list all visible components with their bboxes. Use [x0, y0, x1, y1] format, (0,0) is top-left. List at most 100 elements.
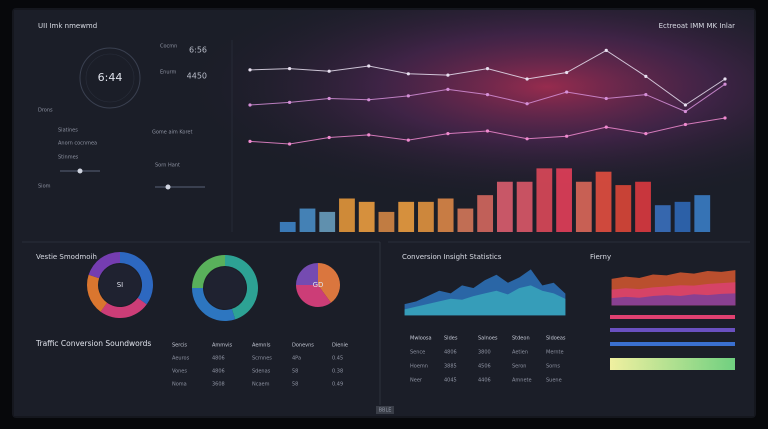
reading-label: Enurm [160, 70, 176, 76]
donut-hole [204, 267, 246, 309]
table-header: Dienie [332, 343, 348, 349]
sidebar-item[interactable]: Drons [38, 108, 53, 114]
point [367, 133, 371, 137]
band [610, 315, 735, 319]
bar [496, 181, 513, 232]
table-header: Sldes [444, 336, 458, 342]
table-cell: Ncaem [252, 382, 270, 388]
table-header: Sercis [172, 343, 187, 349]
pie-segment [87, 274, 108, 312]
table-cell: 4Pa [292, 356, 301, 362]
point [525, 77, 529, 81]
bar [457, 208, 474, 232]
point [406, 94, 410, 98]
clock-ring [85, 53, 135, 103]
bar [279, 221, 296, 232]
center-label: GD [313, 281, 324, 289]
sidebar-item[interactable]: Stinmes [58, 155, 79, 161]
point [604, 96, 608, 101]
header-title: Ectreoat IMM MK Inlar [659, 22, 736, 30]
point [644, 74, 648, 78]
table-header: Ammvis [212, 343, 233, 349]
point [485, 93, 490, 97]
bar [615, 185, 632, 232]
pie-segment [225, 255, 258, 320]
point [565, 70, 569, 75]
bar [635, 181, 651, 232]
point [485, 67, 490, 71]
point [644, 132, 648, 136]
point [287, 67, 292, 71]
bar [319, 211, 336, 232]
point [723, 77, 727, 81]
bar [339, 198, 355, 232]
slider[interactable] [155, 186, 205, 188]
pie-segment [318, 263, 340, 303]
table-cell: 4806 [212, 356, 225, 362]
bar [516, 181, 533, 232]
point [525, 137, 529, 141]
pie-segment [192, 255, 225, 288]
control-label: Sorn Hant [155, 163, 180, 169]
table-header: Donevns [292, 343, 314, 349]
point [327, 135, 331, 140]
point [327, 96, 331, 101]
bar [299, 208, 316, 232]
clock: 6:44 [98, 71, 123, 84]
area [611, 293, 736, 306]
point [406, 72, 410, 76]
bar [358, 201, 375, 232]
bar [595, 171, 612, 232]
pie-segment [192, 288, 236, 321]
point [485, 129, 490, 133]
table-cell: Vones [172, 369, 187, 375]
table-cell: Neer [410, 378, 423, 384]
point [406, 138, 410, 142]
sidebar-item[interactable]: Siatines [58, 128, 78, 134]
table-header: Mwloosa [410, 336, 432, 342]
reading-label: Cocmn [160, 44, 177, 50]
point [525, 102, 529, 106]
panel-title: Vestie Smodmoih [36, 253, 97, 261]
pie-segment [120, 252, 153, 305]
table-cell: Aeuros [172, 356, 190, 362]
slider-knob[interactable] [77, 168, 83, 174]
clock-ring [79, 47, 141, 109]
pie-segment [88, 252, 120, 279]
table-cell: Scrnnes [252, 356, 272, 362]
reading-value: 4450 [187, 72, 207, 81]
table-cell: 0.49 [332, 382, 343, 388]
sidebar-item[interactable]: Anorn cocnmea [58, 141, 97, 147]
point [367, 98, 371, 102]
bar [575, 181, 592, 232]
slider-knob[interactable] [165, 184, 171, 190]
point [723, 116, 727, 120]
table-header: Sldoeas [546, 336, 566, 342]
point [367, 64, 371, 68]
panel-title: Conversion Insight Statistics [402, 253, 502, 261]
bar [398, 201, 415, 232]
table-cell: 3885 [444, 364, 457, 370]
table-header: Salnoes [478, 336, 498, 342]
point [446, 132, 450, 136]
header-title: UII Imk nmewmd [38, 22, 97, 30]
bar [654, 205, 671, 232]
bar [694, 195, 711, 232]
table-cell: 58 [292, 369, 298, 375]
table-cell: Aetien [512, 350, 528, 356]
table-cell: 4045 [444, 378, 457, 384]
point [446, 87, 450, 91]
sidebar-item[interactable]: Siom [38, 184, 51, 190]
table-cell: Sence [410, 350, 425, 356]
point [604, 125, 608, 129]
point [604, 48, 608, 53]
bar [378, 211, 395, 232]
panel-subtitle: Traffic Conversion Soundwords [35, 339, 151, 348]
bar [536, 168, 553, 232]
table-header: Aemnls [252, 343, 271, 349]
table-cell: 0.38 [332, 369, 343, 375]
panel-title: Fierny [590, 253, 611, 261]
bar [418, 201, 434, 232]
bar [556, 168, 572, 232]
